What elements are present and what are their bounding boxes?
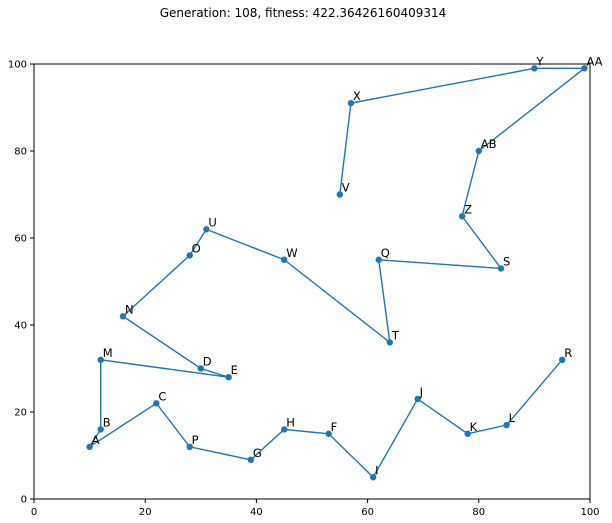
x-tick-label: 60 <box>361 507 374 518</box>
axes-frame <box>33 63 591 500</box>
point-z <box>458 213 466 220</box>
point-label-j: J <box>419 385 423 399</box>
point-label-b: B <box>103 415 111 429</box>
point-label-c: C <box>158 389 166 403</box>
point-j <box>414 395 421 403</box>
point-label-z: Z <box>464 202 472 216</box>
route-line <box>89 67 587 479</box>
point-label-t: T <box>391 328 400 342</box>
point-label-f: F <box>331 420 338 434</box>
point-label-g: G <box>253 446 262 460</box>
point-l <box>503 421 510 429</box>
point-w <box>281 256 288 263</box>
y-tick-label: 60 <box>14 234 27 245</box>
point-o <box>186 252 193 259</box>
point-label-q: Q <box>381 246 390 260</box>
point-label-p: P <box>192 433 199 447</box>
point-label-a: A <box>92 433 100 447</box>
x-tick-label: 20 <box>139 507 152 518</box>
point-label-w: W <box>286 246 297 260</box>
point-y <box>531 65 538 72</box>
point-label-e: E <box>231 363 238 377</box>
point-label-x: X <box>353 89 361 103</box>
point-label-d: D <box>203 355 212 369</box>
point-p <box>186 443 193 450</box>
point-label-v: V <box>342 181 350 195</box>
point-k <box>464 430 471 437</box>
point-labels: V X Y AA AB Z S Q T W UO N D E M BA C P G H F I J K L R <box>92 54 603 477</box>
point-q <box>375 256 382 263</box>
y-tick-label: 40 <box>14 321 27 332</box>
point-label-u: U <box>208 215 216 229</box>
y-tick-label: 20 <box>14 408 27 419</box>
point-r <box>559 356 566 363</box>
point-label-l: L <box>509 411 516 425</box>
y-tick-label: 80 <box>14 147 27 158</box>
x-tick-label: 100 <box>580 507 599 518</box>
point-label-s: S <box>503 254 510 268</box>
point-g <box>247 456 255 464</box>
y-tick-label: 100 <box>8 60 27 71</box>
point-c <box>153 400 160 407</box>
axis-ticks: 0 20 40 60 80 100 0 20 40 60 80 100 <box>8 60 600 519</box>
point-d <box>197 365 204 372</box>
point-u <box>203 226 210 233</box>
point-label-aa: AA <box>586 54 602 68</box>
point-label-o: O <box>192 241 201 255</box>
point-label-n: N <box>125 302 134 316</box>
point-label-h: H <box>286 415 295 429</box>
x-tick-label: 40 <box>250 507 263 518</box>
point-label-y: Y <box>535 54 544 68</box>
chart-title: Generation: 108, fitness: 422.3642616040… <box>160 6 447 20</box>
point-ab <box>475 147 482 155</box>
point-aa <box>581 65 588 72</box>
point-v <box>336 191 343 198</box>
point-label-ab: AB <box>481 137 497 151</box>
point-a <box>86 443 93 450</box>
point-label-i: I <box>375 463 378 477</box>
x-tick-label: 0 <box>31 507 37 518</box>
point-h <box>281 426 288 433</box>
point-t <box>386 339 394 346</box>
point-i <box>369 474 377 481</box>
point-m <box>97 356 104 363</box>
point-n <box>119 313 127 320</box>
x-tick-label: 80 <box>472 507 485 518</box>
point-x <box>347 99 355 107</box>
point-label-r: R <box>564 346 572 360</box>
point-label-k: K <box>470 420 478 434</box>
point-b <box>97 426 104 433</box>
y-tick-label: 0 <box>21 495 27 506</box>
point-s <box>497 265 505 272</box>
point-label-m: M <box>103 346 113 360</box>
point-e <box>225 374 232 381</box>
point-f <box>325 430 332 437</box>
route-points <box>86 65 588 481</box>
